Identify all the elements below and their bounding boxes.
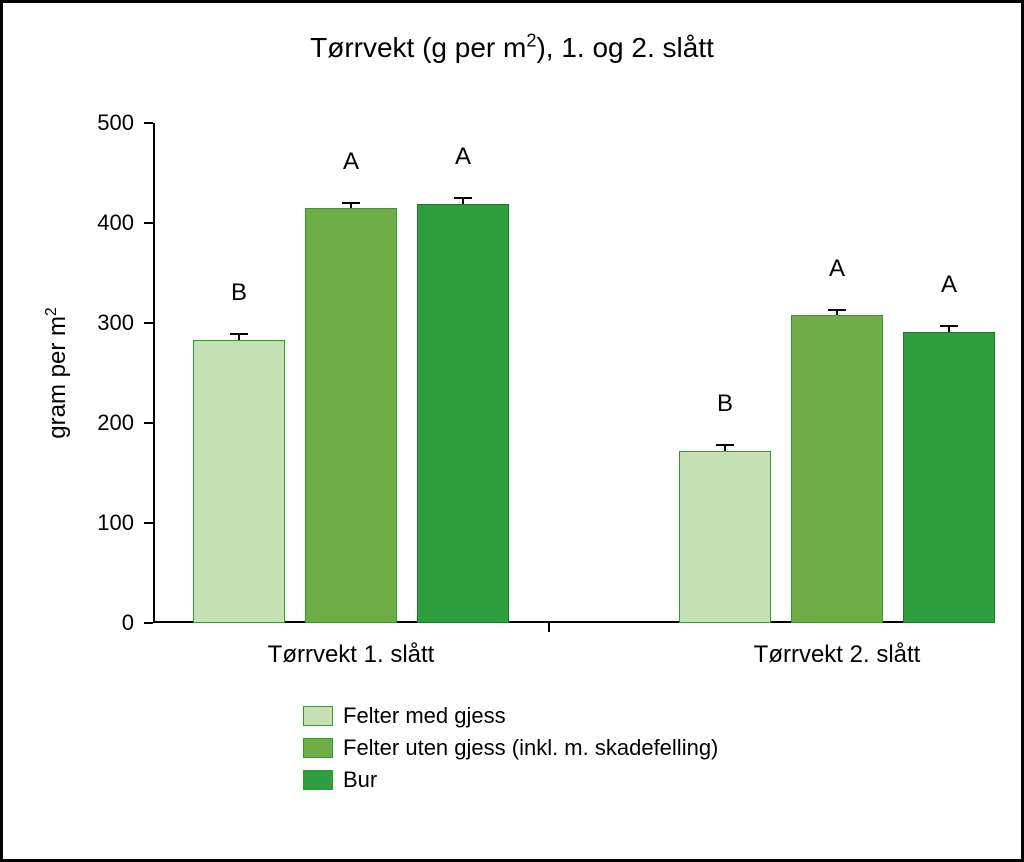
y-tick-label: 500 (74, 110, 134, 136)
significance-label: B (209, 279, 269, 307)
y-tick-label: 200 (74, 410, 134, 436)
x-group-label: Tørrvekt 1. slått (201, 641, 501, 669)
bar (305, 208, 397, 623)
error-bar (238, 334, 240, 340)
significance-label: A (807, 255, 867, 283)
error-bar (724, 445, 726, 451)
error-bar (350, 203, 352, 208)
x-tick (548, 623, 550, 632)
y-tick (144, 222, 153, 224)
y-tick-label: 0 (74, 610, 134, 636)
error-bar-cap (454, 197, 472, 199)
error-bar-cap (716, 444, 734, 446)
significance-label: A (433, 143, 493, 171)
legend-item: Felter med gjess (303, 703, 718, 729)
y-tick (144, 322, 153, 324)
significance-label: A (919, 271, 979, 299)
y-tick-label: 400 (74, 210, 134, 236)
y-tick (144, 522, 153, 524)
significance-label: A (321, 148, 381, 176)
error-bar-cap (940, 325, 958, 327)
bar (679, 451, 771, 623)
error-bar (836, 310, 838, 315)
bar (903, 332, 995, 623)
chart-title: Tørrvekt (g per m2), 1. og 2. slått (3, 31, 1021, 64)
y-tick-label: 100 (74, 510, 134, 536)
x-group-label: Tørrvekt 2. slått (687, 641, 987, 669)
legend: Felter med gjess Felter uten gjess (inkl.… (303, 703, 718, 799)
legend-swatch (303, 706, 333, 726)
significance-label: B (695, 390, 755, 418)
legend-item: Felter uten gjess (inkl. m. skadefelling… (303, 735, 718, 761)
y-axis-label: gram per m2 (43, 253, 72, 493)
y-tick-label: 300 (74, 310, 134, 336)
legend-label: Bur (343, 767, 377, 793)
plot-area: 0100200300400500BAABAATørrvekt 1. slåttT… (153, 123, 973, 623)
legend-swatch (303, 770, 333, 790)
legend-item: Bur (303, 767, 718, 793)
y-tick (144, 122, 153, 124)
legend-label: Felter med gjess (343, 703, 506, 729)
error-bar-cap (230, 333, 248, 335)
legend-swatch (303, 738, 333, 758)
error-bar (948, 326, 950, 332)
bar (417, 204, 509, 623)
error-bar-cap (342, 202, 360, 204)
y-tick (144, 422, 153, 424)
bar (193, 340, 285, 623)
y-tick (144, 622, 153, 624)
error-bar-cap (828, 309, 846, 311)
chart-frame: Tørrvekt (g per m2), 1. og 2. slått 0 100… (0, 0, 1024, 862)
error-bar (462, 198, 464, 204)
legend-label: Felter uten gjess (inkl. m. skadefelling… (343, 735, 718, 761)
y-axis (153, 123, 155, 623)
bar (791, 315, 883, 623)
chart-title-text: Tørrvekt (g per m2), 1. og 2. slått (310, 32, 714, 63)
